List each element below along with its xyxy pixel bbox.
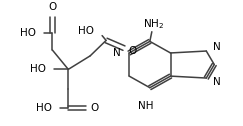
Text: O: O [128, 46, 136, 56]
Text: NH$_2$: NH$_2$ [143, 17, 164, 31]
Text: HO: HO [36, 103, 52, 113]
Text: N: N [213, 77, 221, 87]
Text: N: N [113, 48, 121, 58]
Text: O: O [90, 103, 98, 113]
Text: HO: HO [78, 26, 94, 36]
Text: HO: HO [30, 64, 46, 74]
Text: NH: NH [138, 101, 154, 111]
Text: O: O [48, 2, 57, 12]
Text: HO: HO [20, 28, 36, 38]
Text: N: N [213, 42, 221, 52]
